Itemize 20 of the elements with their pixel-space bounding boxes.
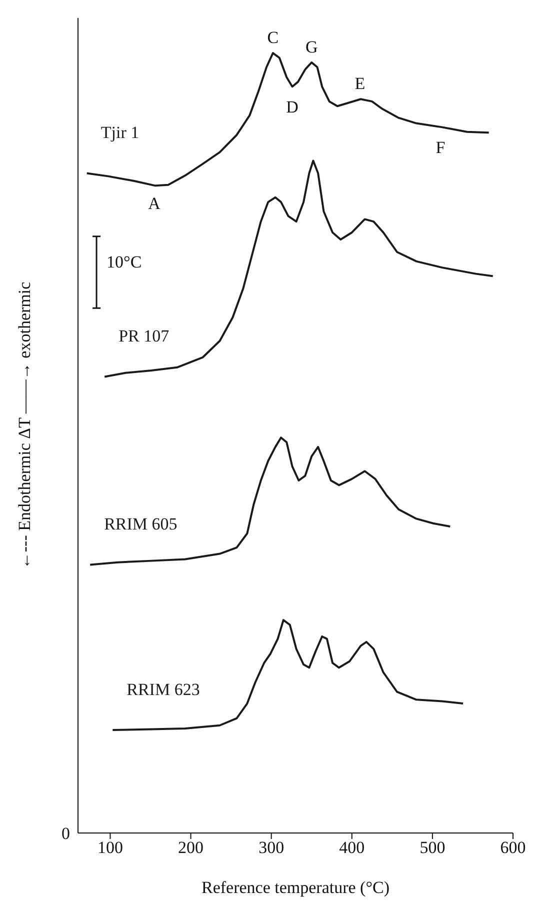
- series-label: RRIM 623: [126, 680, 200, 699]
- x-axis-title: Reference temperature (°C): [201, 878, 390, 897]
- annotation: E: [354, 74, 366, 94]
- series-label: PR 107: [118, 326, 170, 346]
- x-tick-label: 100: [97, 838, 123, 858]
- annotation: 10°C: [106, 252, 142, 272]
- y-axis-title: ←--- Endothermic ΔT ——→ exothermic: [15, 281, 34, 570]
- annotation: D: [286, 98, 298, 117]
- series-label: RRIM 605: [104, 514, 178, 534]
- x-tick-label: 400: [339, 838, 365, 858]
- x-tick-label: 200: [178, 838, 204, 858]
- series-label: Tjir 1: [100, 123, 140, 142]
- x-tick-label: 500: [420, 838, 446, 858]
- annotation: A: [148, 194, 162, 213]
- text: 0: [62, 824, 70, 843]
- annotation: C: [267, 28, 279, 48]
- x-tick-label: 600: [500, 838, 526, 858]
- annotation: G: [305, 37, 318, 56]
- x-tick-label: 300: [258, 838, 284, 858]
- annotation: F: [436, 138, 446, 158]
